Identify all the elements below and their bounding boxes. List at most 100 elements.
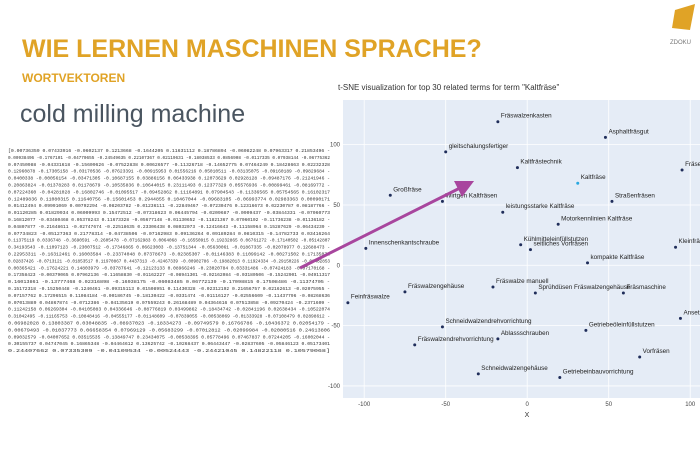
vector-line: 0.17358423 -0.00379065 0.07962136 -0.116… [8,273,330,278]
point [496,120,500,124]
vector-line: 0.12960878 -0.17305158 -0.03170536 -0.07… [8,170,330,175]
x-tick-label: 0 [526,402,530,408]
vector-line: 0.00365421 -0.17624221 0.14803979 -0.037… [8,266,330,271]
vector-text: [0.00736359 0.07433916 -0.0602137 0.1213… [8,149,331,354]
point [476,372,480,376]
point [496,337,500,341]
point [444,150,448,154]
point [413,343,417,347]
point-label: Straßenfräsen [615,192,655,199]
point-label: Kleinfräse [679,238,700,245]
point [364,246,368,250]
point [491,285,495,289]
point-label: Fräsen [685,161,700,168]
vector-line: 0.20863824 -0.01378283 0.01178679 -0.105… [8,184,330,189]
point [388,193,392,197]
point-label: Fräswalze manuell [496,278,549,285]
vector-line: 0.01120285 0.01829934 0.06009993 0.15472… [8,211,330,216]
vector-line: 0.02837426 -0.0713121 -0.01853517 0.1197… [8,259,330,264]
y-tick-label: -50 [331,324,340,330]
point [576,181,580,185]
point [519,243,523,247]
point-label: Fräswalzendrehvorrichtung [418,336,494,343]
vector-line: 0.07734823 -0.05127363 0.21778314 -0.047… [8,232,330,237]
chart-title: t-SNE visualization for top 30 related t… [338,83,559,92]
vector-line: 0.07224360 -0.04281028 -0.16802746 -0.01… [8,190,330,195]
point-label: Fräswalzenkasten [501,113,552,120]
point-label: Fräswalzengehäuse [408,283,465,290]
point [674,245,678,249]
x-tick-label: 50 [605,402,612,408]
point [528,248,532,252]
point-label: Sprühdüsen Fräswalzengehäuse [538,284,631,291]
point-label: Schneidwalzengehäuse [481,365,548,372]
x-tick-label: -50 [441,402,450,408]
point [515,166,519,170]
vector-line: 0.01412494 0.09991069 0.00792294 -0.0820… [8,204,330,209]
point-label: Großfräse [393,186,422,193]
point [533,291,537,295]
point-label: gleitschalungsfertiger [449,143,509,150]
vector-line: 0.12489836 0.11080315 0.11640756 -0.1560… [8,197,330,202]
point [403,290,407,294]
arrow [299,180,475,270]
point-label: Schneidwalzendrehvorrichtung [445,318,532,325]
point-label: Wirtgen Kaltfräsen [445,192,497,199]
vector-line: 0.00679493 -0.01037773 0.06658354 0.0796… [8,328,331,333]
point [603,135,607,139]
vector-line: 0.16013861 -0.13777468 0.02316898 -0.169… [8,280,330,285]
point-label: Kaltfräse [581,174,606,181]
vector-line: 0.00938496 -0.1767101 -0.04770655 -0.245… [8,156,330,161]
point [621,291,625,295]
point-label: Ablassschrauben [501,330,550,337]
point-label: Fräsmaschine [626,284,666,291]
vector-line: 0.15172318 -0.15250448 -0.1240461 -0.093… [8,287,330,292]
logo-text: ZDOKU [670,40,691,46]
vector-line: 0.09032579 -0.04007652 0.03515535 -0.138… [8,335,330,340]
vector-line: 0.07013889 0.04867874 -0.0712386 -0.0413… [8,301,330,306]
slide-subtitle: WORTVEKTOREN [22,71,125,85]
point-label: Kaltfrästechnik [520,159,562,166]
x-tick-label: 100 [685,402,696,408]
vector-line: 0.04807877 -0.21648611 -0.02747674 -0.22… [8,225,330,230]
point-label: Vorfräsen [643,348,670,355]
vector-line: 0.07157762 0.17296515 0.11084184 -0.0018… [8,294,330,299]
point-label: Asphaltfräsgut [608,128,649,135]
point-label: Ansetzen [683,309,700,316]
point [440,199,444,203]
y-tick-label: 100 [330,143,341,149]
point-label: Getriebeinbauvorrichtung [563,368,634,375]
point [558,375,562,379]
vector-line: 0.22953311 -0.16312461 0.16003584 -0.233… [8,253,330,258]
point [440,325,444,329]
point-label: seitliches Vorfräsen [533,241,588,248]
point [638,355,642,359]
vector-line: [0.00736359 0.07433916 -0.0602137 0.1213… [8,149,330,154]
x-tick-label: -100 [358,402,371,408]
point-label: Feinfräswalze [351,294,390,301]
vector-line: 0.16812077 -0.03480468 0.05378243 0.1167… [8,218,330,223]
point [678,316,682,320]
point-label: kompakte Kaltfräse [591,254,645,261]
point [610,199,614,203]
point [501,210,505,214]
y-tick-label: 0 [337,263,341,269]
point [680,168,684,172]
point [586,261,590,265]
logo-mark [672,4,695,30]
vector-line: 0.31042495 -0.11165753 -0.10848416 -0.04… [8,315,330,320]
slide-title: WIE LERNEN MASCHINEN SPRACHE? [22,35,482,63]
vector-line: 0.07450988 -0.04331618 -0.15609626 -0.07… [8,163,330,168]
point [584,328,588,332]
point-label: leistungsstarke Kaltfräse [506,203,575,210]
vector-line: 0.11242158 0.06269304 -0.04105083 0.0433… [8,308,330,313]
point-label: Motorkennlinien Kaltfräse [561,215,633,222]
y-tick-label: 50 [333,203,340,209]
vector-line: 0.11375119 0.0336748 -0.3690591 -0.26054… [8,239,330,244]
y-tick-label: -100 [328,384,341,390]
plot-area [343,100,700,398]
point-label: Getriebeöleinfüllstutzen [589,321,655,328]
point [556,222,560,226]
term: cold milling machine [20,100,245,128]
